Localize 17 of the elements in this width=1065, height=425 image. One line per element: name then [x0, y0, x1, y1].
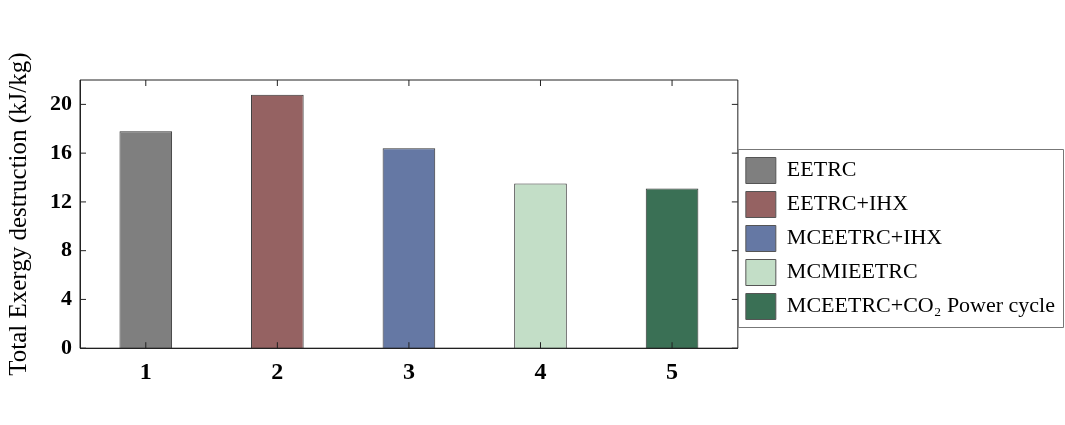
legend-label: MCEETRC+IHX [786, 224, 943, 250]
y-tick-label: 16 [50, 138, 72, 164]
y-tick-label: 20 [50, 90, 72, 116]
x-tick-label: 3 [402, 357, 415, 384]
y-tick-label: 0 [61, 333, 72, 359]
legend-label: MCEETRC+CO₂ Power cycle [786, 292, 1056, 318]
legend-label: EETRC [786, 156, 857, 182]
x-tick-label: 4 [534, 357, 547, 384]
x-tick-label: 1 [139, 357, 152, 384]
y-axis-title: Total Exergy destruction (kJ/kg) [3, 52, 32, 376]
legend-label: MCMIEETRC [786, 258, 918, 284]
y-tick-label: 4 [61, 285, 72, 311]
legend-label: EETRC+IHX [786, 190, 909, 216]
x-tick-label: 5 [666, 357, 679, 384]
x-tick-label: 2 [271, 357, 284, 384]
y-tick-label: 8 [61, 236, 72, 262]
y-tick-label: 12 [50, 187, 72, 213]
